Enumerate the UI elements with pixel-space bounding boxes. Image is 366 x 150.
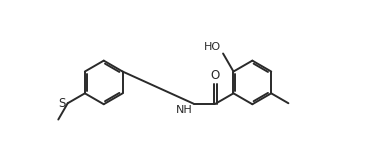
Text: S: S (58, 97, 66, 110)
Text: NH: NH (176, 105, 193, 115)
Text: HO: HO (203, 42, 221, 52)
Text: O: O (211, 69, 220, 82)
